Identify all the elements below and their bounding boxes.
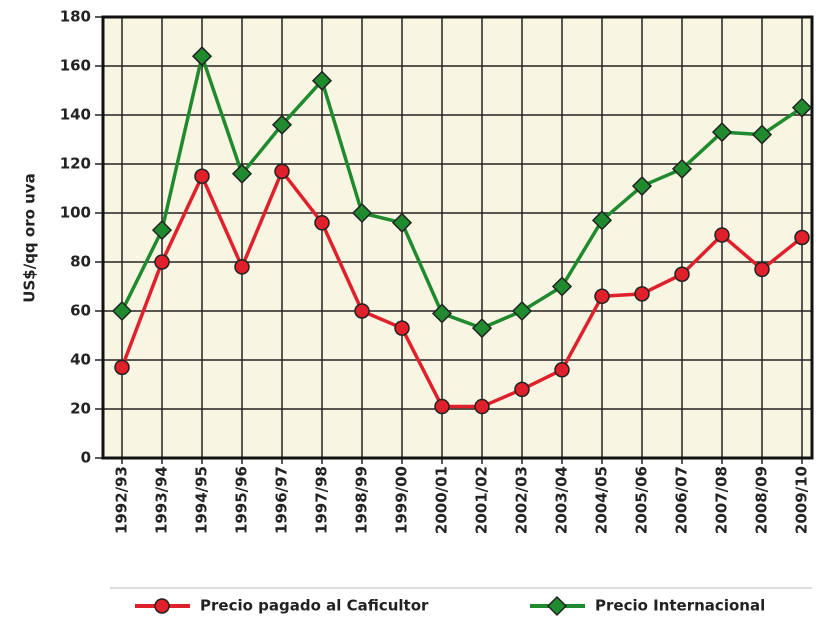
x-tick-label: 2009/10 [793,466,811,534]
x-tick-label: 2003/04 [553,466,571,534]
series-line [120,54,803,330]
point [554,362,570,378]
legend-label: Precio pagado al Caficultor [200,597,429,615]
x-tick-label: 1995/96 [233,466,251,534]
point [594,288,610,305]
x-tick-label: 1993/94 [153,466,171,534]
point [431,303,453,324]
series-line [120,169,804,409]
x-tick-label: 1996/97 [273,466,291,534]
point [474,398,490,415]
point [674,266,690,282]
point [791,97,813,118]
point [154,254,170,270]
y-tick-label: 160 [60,57,91,75]
point [671,158,693,179]
point [631,175,653,197]
y-tick-label: 100 [60,204,91,222]
point [391,212,413,233]
plot-border [101,15,814,460]
x-tick-label: 2002/03 [513,466,531,534]
x-tick-label: 2004/05 [593,466,611,534]
plot-background [103,17,812,458]
point [434,398,450,415]
x-tick-label: 2005/06 [633,466,651,534]
y-tick-label: 60 [70,302,91,320]
x-tick-label: 1992/93 [113,466,131,534]
point [751,124,773,145]
x-tick-label: 1999/00 [393,466,411,534]
x-tick-label: 2007/08 [713,466,731,534]
point [274,163,290,180]
y-axis-label: US$/qq oro uva [21,173,39,302]
point [231,163,253,184]
point [191,46,213,67]
point [194,168,210,184]
x-tick-label: 2001/02 [473,466,491,534]
x-tick-label: 1998/99 [353,466,371,534]
legend-label: Precio Internacional [595,597,765,615]
point [234,259,250,275]
point [114,359,130,376]
point [394,320,410,336]
point [471,318,493,339]
point [591,210,613,231]
y-tick-label: 120 [60,155,91,173]
y-tick-label: 0 [81,449,91,467]
point [511,300,533,322]
point [271,114,293,135]
point [754,261,770,278]
point [354,303,370,319]
legend-marker [154,598,170,614]
point [311,70,333,91]
x-tick-label: 2006/07 [673,466,691,534]
y-tick-label: 80 [70,253,91,271]
x-tick-label: 1994/95 [193,466,211,534]
point [551,276,573,297]
point [151,220,173,241]
y-tick-label: 40 [70,351,91,369]
point [351,202,373,224]
point [714,227,730,243]
y-tick-label: 20 [70,400,91,418]
y-tick-label: 180 [60,8,91,26]
x-tick-label: 1997/98 [313,466,331,534]
x-tick-label: 2008/09 [753,466,771,534]
point [514,381,530,398]
point [711,122,733,143]
point [634,286,650,302]
legend-marker [546,595,568,617]
point [314,215,330,231]
point [111,300,133,322]
y-tick-label: 140 [60,106,91,124]
point [794,229,810,246]
x-tick-label: 2000/01 [433,466,451,534]
